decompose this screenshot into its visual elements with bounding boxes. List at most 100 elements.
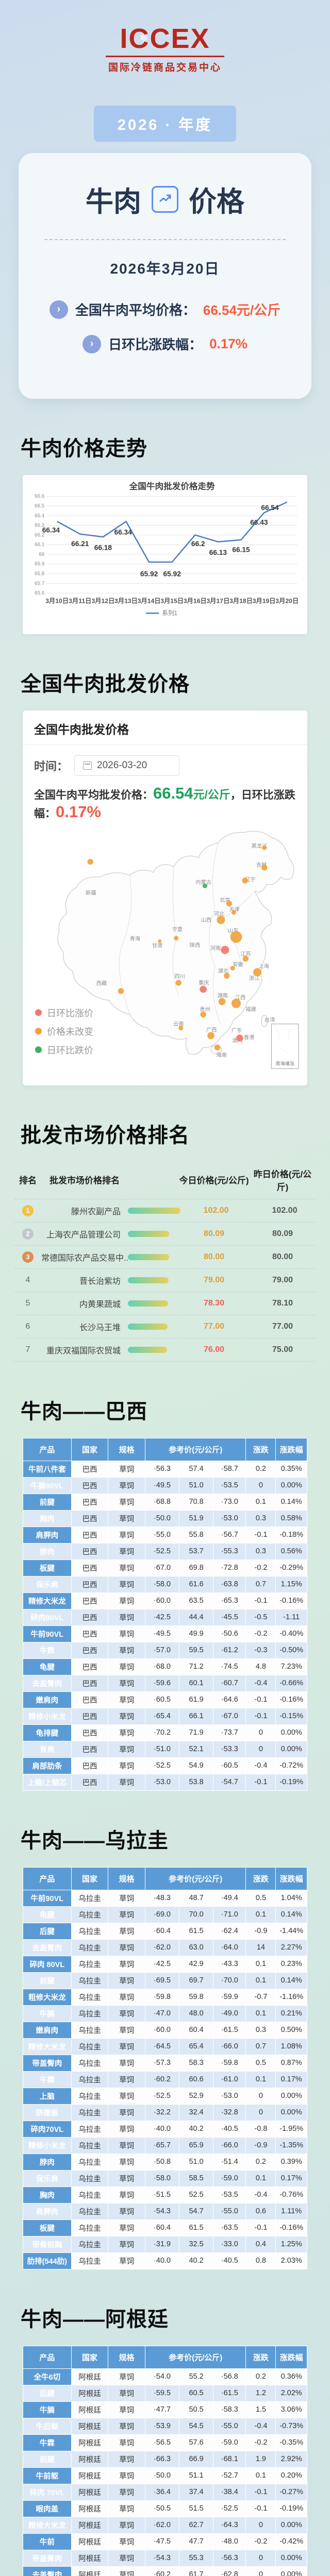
price-low: ·51.5 xyxy=(144,2186,180,2204)
column-header: 产品 xyxy=(23,1867,72,1890)
price-low: ·60.0 xyxy=(144,2021,180,2039)
price-mid: 42.9 xyxy=(179,1955,214,1973)
price-mid: 70.8 xyxy=(179,1493,214,1511)
change-cell: 1.9 xyxy=(245,2450,276,2468)
country-cell: 乌拉圭 xyxy=(71,2252,109,2269)
price-mid: 53.7 xyxy=(179,1543,214,1560)
province-label: 江苏 xyxy=(240,951,251,958)
change-cell: -0.1 xyxy=(245,2219,276,2236)
market-price-dot xyxy=(118,988,124,994)
product-cell: 碎肉 70VL xyxy=(23,2483,72,2501)
market-price-dot xyxy=(217,916,225,925)
pct-cell: -0.66% xyxy=(275,1674,307,1692)
svg-text:3月12日: 3月12日 xyxy=(91,598,114,605)
price-high: ·52.5 xyxy=(213,2500,246,2517)
spec-cell: 草饲 xyxy=(108,2202,145,2220)
country-cell: 阿根廷 xyxy=(71,2483,109,2501)
price-row: 牛前八件套 巴西 草饲 ·56.3 57.4·58.7 0.2 0.35% xyxy=(23,1460,307,1478)
price-mid: 40.2 xyxy=(179,2120,214,2138)
date-picker[interactable]: 2026-03-20 xyxy=(74,755,180,776)
svg-text:3月18日: 3月18日 xyxy=(229,598,253,605)
ranking-header-today: 今日价格(元/公斤) xyxy=(179,1176,249,1186)
pct-cell: -1.11 xyxy=(275,1608,307,1626)
product-cell: 后腱 xyxy=(23,1922,72,1940)
column-header: 参考价(元/公斤) xyxy=(144,1437,246,1461)
price-low: ·69.0 xyxy=(144,1906,180,1923)
change-cell: -0.2 xyxy=(245,1559,276,1577)
country-cell: 乌拉圭 xyxy=(71,2186,109,2204)
country-cell: 乌拉圭 xyxy=(71,2202,109,2220)
svg-text:系列1: 系列1 xyxy=(162,609,177,617)
price-row: 上脑 乌拉圭 草饲 ·52.5 52.9·53.0 0 0.00% xyxy=(23,2087,307,2105)
price-bar xyxy=(128,1323,168,1330)
price-mid: 70.0 xyxy=(179,1906,214,1923)
pct-cell: 0.00% xyxy=(275,2566,307,2576)
medal-icon: 2 xyxy=(22,1228,34,1240)
change-cell: 0.5 xyxy=(245,2054,276,2072)
change-cell: 4.8 xyxy=(245,1658,276,1675)
column-header: 涨跌 xyxy=(245,1437,276,1461)
country-cell: 巴西 xyxy=(71,1641,109,1659)
rank-number: 6 xyxy=(25,1321,30,1331)
pct-cell: 0.00% xyxy=(275,1724,307,1741)
province-label: 新疆 xyxy=(86,890,96,896)
price-row: 胸肉 乌拉圭 草饲 ·51.5 52.5·53.5 -0.4 -0.76% xyxy=(23,2186,307,2204)
country-cell: 乌拉圭 xyxy=(71,2170,109,2187)
price-high: ·38.4 xyxy=(213,2483,246,2501)
report-date: 2026年3月20日 xyxy=(110,261,220,277)
chevron-right-icon: › xyxy=(49,300,68,319)
avg-price-value: 66.54元/公斤 xyxy=(203,302,281,318)
pct-cell: -0.19% xyxy=(275,2500,307,2517)
brand-logo: ICCEX ❄ xyxy=(120,25,210,53)
price-row: 牛腩 阿根廷 草饲 ·47.7 50.5·58.3 1.5 3.06% xyxy=(23,2401,307,2418)
change-cell: 0.5 xyxy=(245,1889,276,1907)
price-low: ·31.9 xyxy=(144,2235,180,2253)
price-mid: 65.9 xyxy=(179,2137,214,2154)
today-price: 80.09 xyxy=(203,1229,225,1238)
country-cell: 巴西 xyxy=(71,1740,109,1758)
price-bar xyxy=(128,1230,169,1237)
country-cell: 乌拉圭 xyxy=(71,2120,109,2138)
price-low: ·42.5 xyxy=(144,1955,180,1973)
country-cell: 巴西 xyxy=(71,1674,109,1692)
yesterday-price: 80.00 xyxy=(272,1252,293,1261)
price-high: ·61.5 xyxy=(213,2384,246,2402)
spec-cell: 草饲 xyxy=(108,1543,145,1560)
price-high: ·63.8 xyxy=(213,1575,246,1593)
change-cell: 0.2 xyxy=(245,2368,276,2385)
price-mid: 61.7 xyxy=(179,2566,214,2576)
change-cell: 1.5 xyxy=(245,2401,276,2418)
price-mid: 65.4 xyxy=(179,2038,214,2055)
price-row: 前腱 巴西 草饲 ·68.8 70.8·73.0 0.1 0.14% xyxy=(23,1493,307,1511)
svg-text:66.43: 66.43 xyxy=(250,519,268,527)
price-mid: 59.5 xyxy=(179,1641,214,1659)
section-heading-trend: 牛肉价格走势 xyxy=(21,437,147,460)
price-row: 龟排腱 巴西 草饲 ·70.2 71.9·73.7 0 0.00% xyxy=(23,1724,307,1741)
product-cell: 全牛6切 xyxy=(23,2368,72,2385)
change-cell: -0.2 xyxy=(245,2434,276,2451)
spec-cell: 草饲 xyxy=(108,2516,145,2534)
product-cell: 带骨前胸 xyxy=(23,2235,72,2253)
spec-cell: 草饲 xyxy=(108,2434,145,2451)
market-name: 重庆双福国际农贸城 xyxy=(46,1346,121,1355)
yesterday-price: 78.10 xyxy=(272,1298,293,1308)
province-label: 贵州 xyxy=(200,1006,210,1013)
market-price-dot xyxy=(202,884,208,889)
ranking-row: 3 常德国际农产品交易中... 80.00 80.00 xyxy=(14,1246,316,1269)
price-low: ·68.8 xyxy=(144,1493,180,1511)
price-mid: 71.9 xyxy=(179,1724,214,1741)
price-low: ·50.0 xyxy=(144,1510,180,1527)
product-cell: 龟腱 xyxy=(23,1658,72,1675)
pct-cell: 1.15% xyxy=(275,1575,307,1593)
price-row: 保乐肩 巴西 草饲 ·58.0 61.6·63.8 0.7 1.15% xyxy=(23,1575,307,1593)
change-cell: 0 xyxy=(245,2087,276,2105)
product-cell: 精修大米龙 xyxy=(23,2038,72,2055)
market-price-dot xyxy=(261,865,268,871)
svg-text:3月15日: 3月15日 xyxy=(160,598,184,605)
product-cell: 肋排(544肋) xyxy=(23,2252,72,2269)
product-cell: 牛腩 xyxy=(23,2401,72,2418)
change-cell: -0.5 xyxy=(245,1608,276,1626)
spec-cell: 草饲 xyxy=(108,1906,145,1923)
avg-price-label: 全国牛肉平均价格： xyxy=(75,302,196,318)
spec-cell: 草饲 xyxy=(108,1691,145,1708)
